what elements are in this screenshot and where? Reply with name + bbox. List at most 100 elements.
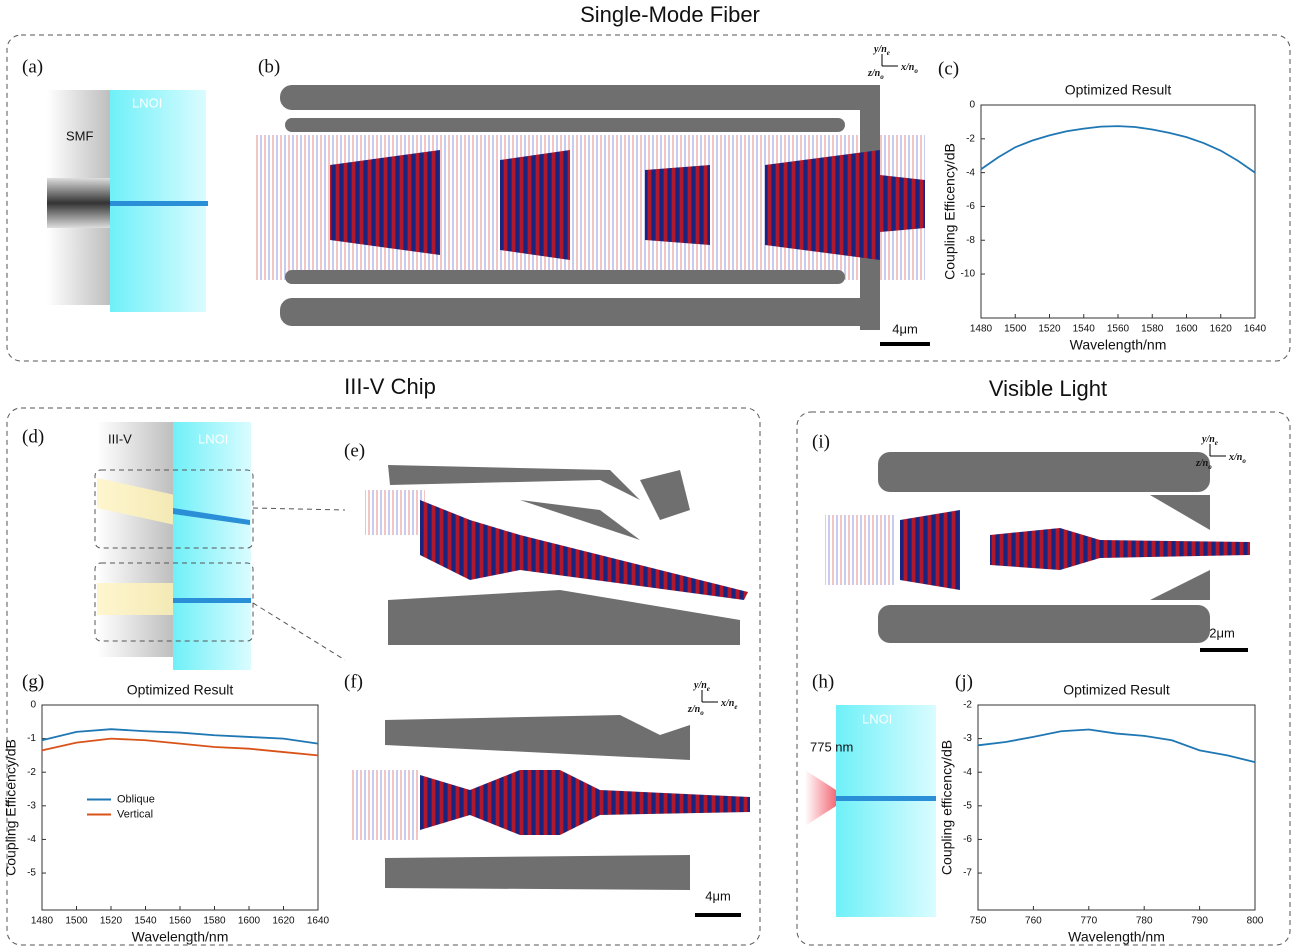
axis-label: o	[700, 709, 704, 717]
x-axis-label: Wavelength/nm	[1070, 337, 1167, 353]
diagram-d: III-V LNOI	[94, 422, 346, 670]
panel-label: (i)	[812, 431, 830, 452]
legend-label: Vertical	[117, 808, 153, 820]
field-b: 4μm y/ne x/no z/no	[255, 44, 930, 346]
x-tick-label: 1640	[307, 916, 330, 927]
x-tick-label: 1580	[1141, 324, 1164, 335]
chart-title: Optimized Result	[127, 682, 234, 698]
line	[980, 125, 1256, 174]
y-axis-label: Coupling Efficency/dB	[942, 143, 958, 280]
line	[41, 737, 319, 757]
x-tick-label: 1600	[238, 916, 261, 927]
x-tick-label: 760	[1025, 916, 1042, 927]
section-title: Visible Light	[989, 376, 1107, 401]
y-tick-label: -6	[966, 201, 975, 212]
x-tick-label: 750	[970, 916, 987, 927]
y-tick-label: -3	[27, 800, 36, 811]
axis-label: o	[880, 73, 884, 81]
x-tick-label: 1620	[272, 916, 295, 927]
x-tick-label: 780	[1136, 916, 1153, 927]
diagram-label: SMF	[66, 128, 94, 143]
x-tick-label: 1580	[203, 916, 226, 927]
axis-label: y/n	[873, 44, 887, 55]
x-tick-label: 770	[1080, 916, 1097, 927]
x-tick-label: 1600	[1175, 324, 1198, 335]
x-tick-label: 1540	[134, 916, 157, 927]
svg-text:x/no: x/no	[900, 62, 918, 74]
y-tick-label: -4	[27, 834, 36, 845]
y-tick-label: -1	[27, 733, 36, 744]
diagram-label: 775 nm	[810, 739, 853, 754]
legend-label: Oblique	[117, 793, 155, 805]
x-axis-label: Wavelength/nm	[1068, 929, 1165, 945]
plot-frame	[977, 704, 1256, 911]
y-tick-label: 0	[30, 700, 36, 711]
section-title: III-V Chip	[344, 374, 436, 399]
x-tick-label: 800	[1247, 916, 1264, 927]
axis-label: x/n	[900, 62, 915, 73]
x-tick-label: 1560	[1107, 324, 1130, 335]
svg-text:x/no: x/no	[1228, 452, 1246, 464]
field-f: y/ne x/ne z/no	[350, 680, 750, 890]
axis-label: e	[734, 703, 737, 711]
x-axis-label: Wavelength/nm	[132, 929, 229, 945]
svg-text:x/ne: x/ne	[720, 698, 737, 710]
y-axis-label: Coupling efficency/dB	[939, 740, 955, 875]
plot-frame	[41, 704, 319, 911]
axis-label: e	[887, 49, 890, 57]
y-tick-label: -2	[963, 700, 972, 711]
axis-label: x/n	[720, 698, 735, 709]
x-tick-label: 1640	[1244, 324, 1267, 335]
y-tick-label: -7	[963, 868, 972, 879]
line	[41, 728, 319, 745]
line	[977, 728, 1256, 764]
x-tick-label: 1480	[31, 916, 54, 927]
panel-label: (j)	[955, 671, 973, 692]
y-tick-label: -3	[963, 733, 972, 744]
frame	[796, 411, 1291, 946]
chart-title: Optimized Result	[1063, 682, 1170, 698]
panel-label: (c)	[938, 58, 959, 79]
panel-label: (h)	[812, 671, 834, 692]
panel-label: (g)	[22, 671, 44, 692]
panel-label: (d)	[22, 426, 44, 447]
frame	[6, 407, 761, 946]
section-title: Single-Mode Fiber	[580, 2, 760, 27]
diagram-a: SMF LNOI	[47, 90, 208, 312]
field-e: 4μm	[365, 465, 748, 917]
panel-label: (f)	[344, 671, 363, 692]
svg-text:z/no: z/no	[1195, 458, 1212, 470]
panel-label: (e)	[344, 440, 365, 461]
diagram-h: 775 nm LNOI	[805, 705, 936, 917]
axis-label: z/n	[1195, 458, 1209, 469]
scale-label: 4μm	[892, 321, 918, 336]
axis-label: e	[1215, 439, 1218, 447]
y-tick-label: -5	[27, 868, 36, 879]
axis-label: e	[707, 685, 710, 693]
y-tick-label: -10	[961, 269, 976, 280]
scale-label: 2μm	[1209, 625, 1235, 640]
chart-title: Optimized Result	[1065, 82, 1172, 98]
y-tick-label: -6	[963, 834, 972, 845]
x-tick-label: 1540	[1073, 324, 1096, 335]
axis-label: o	[1208, 463, 1212, 471]
diagram-label: LNOI	[132, 95, 162, 110]
scale-label: 4μm	[705, 888, 731, 903]
y-tick-label: -8	[966, 235, 975, 246]
y-axis-label: Coupling Efficency/dB	[3, 739, 19, 876]
panel-label: (b)	[258, 56, 280, 77]
svg-text:y/ne: y/ne	[1201, 434, 1218, 446]
y-tick-label: -2	[27, 767, 36, 778]
y-tick-label: -4	[966, 167, 975, 178]
panel-label: (a)	[22, 56, 43, 77]
diagram-label: LNOI	[198, 431, 228, 446]
axis-label: y/n	[693, 680, 707, 691]
field-i: 2μm y/ne x/no z/no	[825, 434, 1250, 652]
x-tick-label: 1480	[970, 324, 993, 335]
axis-label: o	[1242, 457, 1246, 465]
x-tick-label: 790	[1191, 916, 1208, 927]
plot-frame	[980, 104, 1256, 319]
x-tick-label: 1500	[1004, 324, 1027, 335]
svg-text:z/no: z/no	[687, 704, 704, 716]
